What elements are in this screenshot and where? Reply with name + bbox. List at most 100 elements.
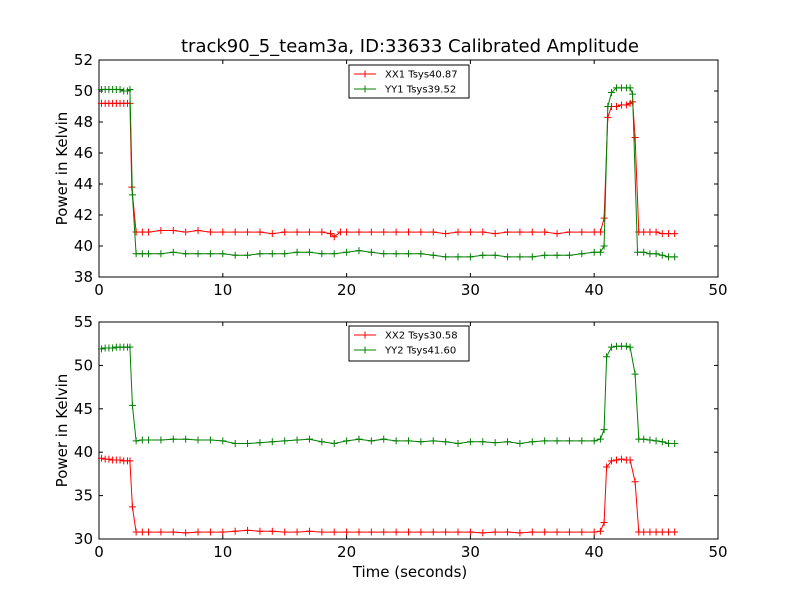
data-point-marker xyxy=(116,85,124,93)
data-point-marker xyxy=(417,250,425,258)
data-point-marker xyxy=(256,527,264,535)
data-point-marker xyxy=(600,426,608,434)
data-point-marker xyxy=(596,228,604,236)
legend-marker xyxy=(361,85,369,93)
data-point-marker xyxy=(596,527,604,535)
y-tick-label: 50 xyxy=(74,82,93,100)
data-point-marker xyxy=(367,528,375,536)
data-point-marker xyxy=(631,134,639,141)
data-point-marker xyxy=(169,248,177,256)
data-point-marker xyxy=(417,528,425,536)
data-point-marker xyxy=(355,528,363,536)
data-point-marker xyxy=(97,454,105,462)
data-point-marker xyxy=(145,250,153,258)
data-point-marker xyxy=(330,440,338,448)
data-point-marker xyxy=(392,228,400,236)
data-point-marker xyxy=(578,228,586,236)
y-tick-label: 30 xyxy=(74,530,93,548)
y-tick-label: 40 xyxy=(74,443,93,461)
data-point-marker xyxy=(281,437,289,445)
x-tick-label: 20 xyxy=(337,281,356,299)
data-point-marker xyxy=(600,214,608,222)
data-point-marker xyxy=(405,528,412,536)
x-tick-label: 0 xyxy=(94,543,104,561)
data-point-marker xyxy=(392,437,400,445)
data-point-marker xyxy=(305,228,313,236)
data-point-marker xyxy=(305,435,313,443)
data-point-marker xyxy=(671,253,679,261)
data-point-marker xyxy=(596,248,604,256)
data-point-marker xyxy=(442,438,450,446)
data-point-marker xyxy=(491,528,499,536)
legend-label: YY1 Tsys39.52 xyxy=(384,85,456,96)
data-point-marker xyxy=(392,528,400,536)
data-point-marker xyxy=(194,250,202,258)
data-point-marker xyxy=(646,436,654,444)
data-point-marker xyxy=(244,251,252,259)
data-point-marker xyxy=(145,436,153,444)
data-point-marker xyxy=(528,528,536,536)
y-tick-label: 38 xyxy=(74,268,93,286)
x-tick-label: 40 xyxy=(585,281,604,299)
data-point-marker xyxy=(380,228,388,236)
y-tick-label: 45 xyxy=(74,400,93,418)
data-point-marker xyxy=(466,528,474,536)
data-point-marker xyxy=(629,90,637,98)
data-point-marker xyxy=(281,250,289,258)
data-point-marker xyxy=(553,230,561,238)
data-point-marker xyxy=(429,528,437,536)
data-point-marker xyxy=(504,228,512,236)
x-tick-label: 0 xyxy=(94,281,104,299)
data-point-marker xyxy=(105,455,113,463)
data-point-marker xyxy=(318,228,326,236)
data-point-marker xyxy=(157,528,165,536)
data-point-marker xyxy=(405,437,412,445)
data-point-marker xyxy=(330,233,338,241)
data-point-marker xyxy=(671,440,679,448)
data-point-marker xyxy=(343,248,351,256)
data-point-marker xyxy=(516,228,524,236)
data-point-marker xyxy=(330,250,338,258)
data-point-marker xyxy=(640,528,648,536)
data-point-marker xyxy=(578,250,586,258)
data-point-marker xyxy=(293,528,301,536)
legend-box xyxy=(348,325,470,362)
data-point-marker xyxy=(194,436,202,444)
data-point-marker xyxy=(640,228,648,236)
data-point-marker xyxy=(626,456,634,464)
data-point-marker xyxy=(590,228,598,236)
data-point-marker xyxy=(281,228,289,236)
data-point-marker xyxy=(169,435,177,443)
data-point-marker xyxy=(604,103,612,110)
data-point-marker xyxy=(516,440,524,448)
data-point-marker xyxy=(128,401,136,409)
data-point-marker xyxy=(528,228,536,236)
data-point-marker xyxy=(367,248,375,256)
data-point-marker xyxy=(608,343,616,351)
data-point-marker xyxy=(138,436,146,444)
data-point-marker xyxy=(318,250,326,258)
x-tick-label: 50 xyxy=(708,543,727,561)
data-point-marker xyxy=(466,438,474,446)
data-point-marker xyxy=(244,228,252,236)
data-point-marker xyxy=(380,250,388,258)
data-point-marker xyxy=(590,528,598,536)
data-point-marker xyxy=(646,250,654,258)
data-point-marker xyxy=(355,228,363,236)
data-point-marker xyxy=(603,463,611,471)
data-point-marker xyxy=(97,345,105,353)
data-point-marker xyxy=(658,251,666,259)
data-point-marker xyxy=(429,228,437,236)
y-tick-label: 44 xyxy=(74,175,93,193)
data-point-marker xyxy=(442,230,450,238)
data-point-marker xyxy=(479,228,487,236)
data-point-marker xyxy=(652,437,660,445)
data-point-marker xyxy=(658,528,666,536)
x-tick-label: 20 xyxy=(337,543,356,561)
data-point-marker xyxy=(305,248,313,256)
data-point-marker xyxy=(343,437,351,445)
data-point-marker xyxy=(612,456,620,464)
data-point-marker xyxy=(608,89,616,97)
legend-marker xyxy=(361,331,369,339)
data-point-marker xyxy=(231,440,239,448)
